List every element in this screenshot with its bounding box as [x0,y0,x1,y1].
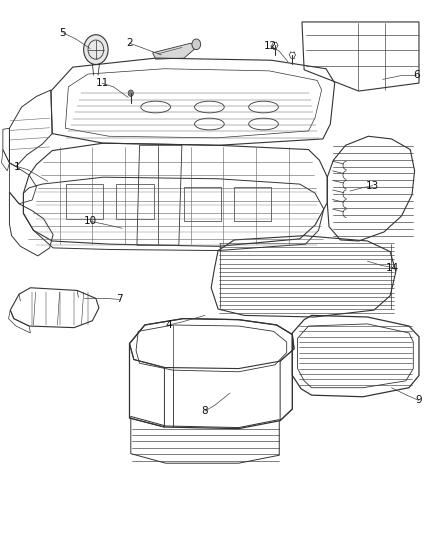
Text: 8: 8 [202,406,208,416]
Polygon shape [152,43,196,59]
Circle shape [192,39,201,50]
Circle shape [128,90,134,96]
Text: 10: 10 [84,216,97,227]
Text: 6: 6 [413,70,420,80]
Text: 2: 2 [126,38,133,48]
Text: 1: 1 [14,161,21,172]
Text: 5: 5 [60,28,66,38]
Text: 4: 4 [166,320,172,330]
Text: 13: 13 [366,181,379,191]
Text: 14: 14 [386,263,399,272]
Circle shape [84,35,108,64]
Text: 12: 12 [264,41,277,51]
Text: 11: 11 [95,78,109,88]
Text: 7: 7 [116,294,123,304]
Text: 9: 9 [416,395,422,406]
